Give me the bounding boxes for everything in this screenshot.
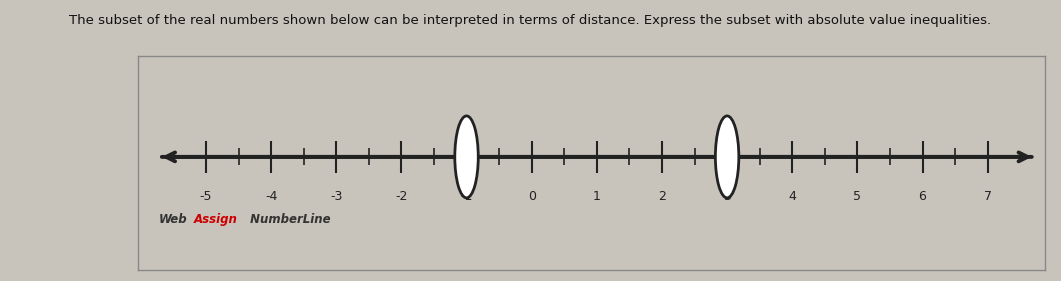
Text: 7: 7 [984,190,992,203]
Text: -3: -3 [330,190,343,203]
Text: 3: 3 [724,190,731,203]
Text: Web: Web [159,213,188,226]
Text: -4: -4 [265,190,277,203]
Text: The subset of the real numbers shown below can be interpreted in terms of distan: The subset of the real numbers shown bel… [69,14,992,27]
Text: -1: -1 [460,190,473,203]
Text: 5: 5 [853,190,862,203]
Text: 6: 6 [919,190,926,203]
Text: NumberLine: NumberLine [246,213,331,226]
Ellipse shape [715,116,738,198]
Text: 4: 4 [788,190,796,203]
Text: -2: -2 [395,190,407,203]
Text: Assign: Assign [194,213,238,226]
Ellipse shape [455,116,479,198]
Text: -5: -5 [199,190,212,203]
Text: 2: 2 [658,190,666,203]
Text: 1: 1 [593,190,601,203]
Text: 0: 0 [527,190,536,203]
